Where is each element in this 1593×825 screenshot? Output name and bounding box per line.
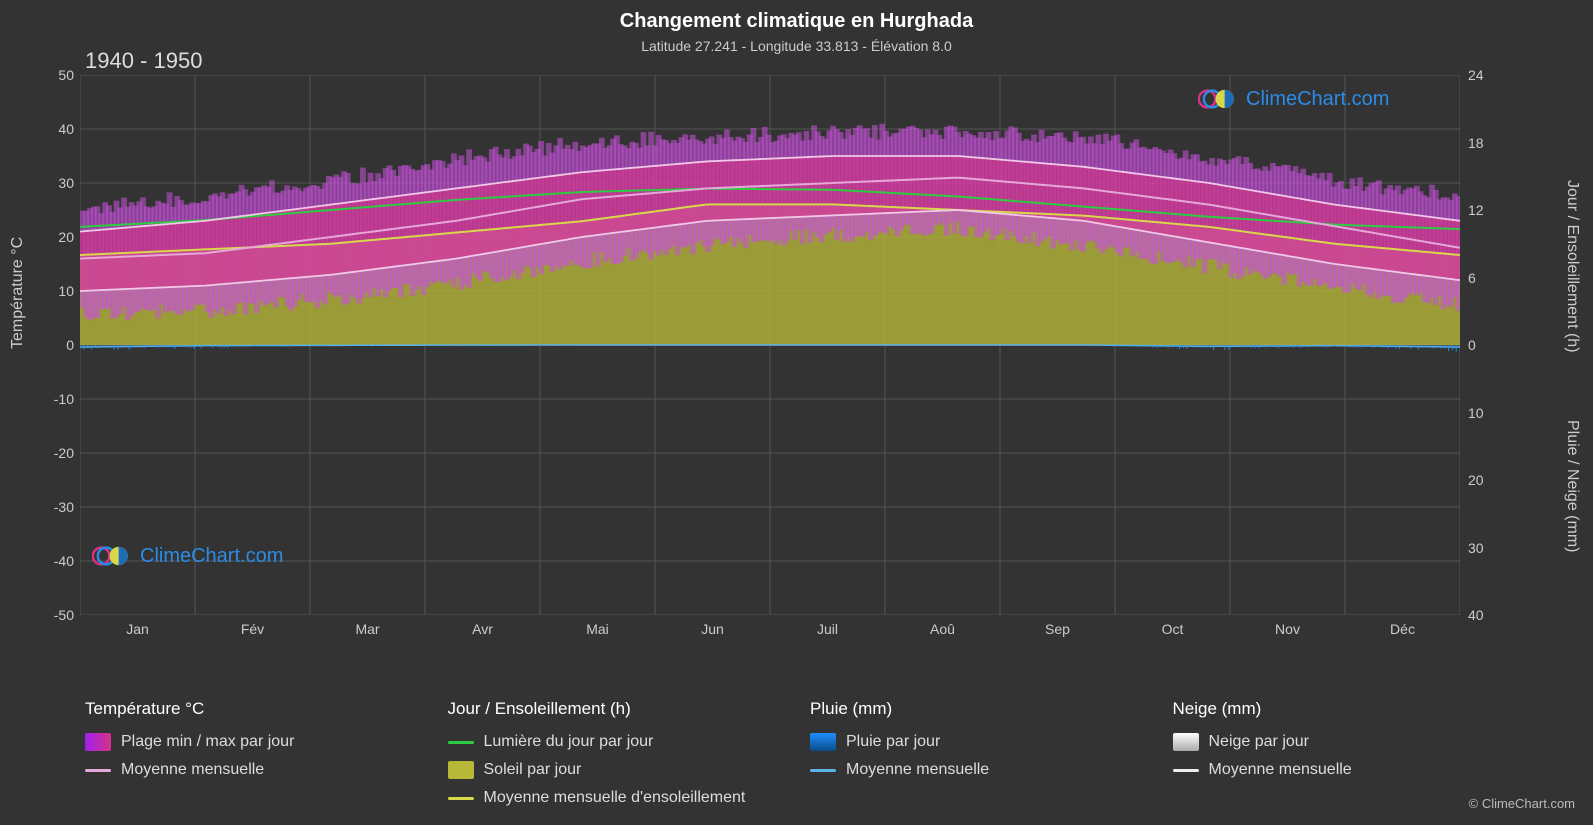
legend-label: Pluie par jour	[846, 733, 940, 751]
climechart-logo: ClimeChart.com	[1198, 85, 1389, 113]
ytick-right-bottom: 30	[1468, 540, 1484, 556]
legend-label: Soleil par jour	[484, 761, 582, 779]
chart-subtitle: Latitude 27.241 - Longitude 33.813 - Élé…	[0, 38, 1593, 54]
month-label: Mai	[586, 621, 609, 637]
y-axis-left-title: Température °C	[9, 237, 27, 349]
legend-label: Moyenne mensuelle	[846, 761, 989, 779]
chart-title: Changement climatique en Hurghada	[0, 10, 1593, 33]
ytick-left: -40	[54, 553, 74, 569]
legend-col-snow: Neige (mm) Neige par jour Moyenne mensue…	[1173, 699, 1526, 807]
swatch-rain-daily	[810, 733, 836, 751]
ytick-right-top: 18	[1468, 135, 1484, 151]
swatch-sunshine-mean	[448, 797, 474, 800]
month-label: Fév	[241, 621, 264, 637]
legend-row-temp-range: Plage min / max par jour	[85, 733, 438, 751]
ytick-left: -10	[54, 391, 74, 407]
swatch-snow-daily	[1173, 733, 1199, 751]
ytick-left: 20	[58, 229, 74, 245]
month-label: Sep	[1045, 621, 1070, 637]
legend: Température °C Plage min / max par jour …	[85, 699, 1525, 807]
ytick-left: 0	[66, 337, 74, 353]
legend-row-daylight: Lumière du jour par jour	[448, 733, 801, 751]
ytick-left: 50	[58, 67, 74, 83]
y-axis-right-top-title: Jour / Ensoleillement (h)	[1563, 180, 1581, 353]
month-label: Déc	[1390, 621, 1415, 637]
month-label: Nov	[1275, 621, 1300, 637]
legend-head-temperature: Température °C	[85, 699, 438, 719]
legend-row-rain-mean: Moyenne mensuelle	[810, 761, 1163, 779]
legend-label: Moyenne mensuelle d'ensoleillement	[484, 789, 746, 807]
legend-label: Moyenne mensuelle	[121, 761, 264, 779]
month-label: Oct	[1162, 621, 1184, 637]
legend-row-snow-daily: Neige par jour	[1173, 733, 1526, 751]
y-axis-right-bottom-title: Pluie / Neige (mm)	[1563, 420, 1581, 552]
legend-col-daylight: Jour / Ensoleillement (h) Lumière du jou…	[448, 699, 801, 807]
legend-row-sunshine-mean: Moyenne mensuelle d'ensoleillement	[448, 789, 801, 807]
legend-head-daylight: Jour / Ensoleillement (h)	[448, 699, 801, 719]
logo-text: ClimeChart.com	[140, 545, 283, 568]
ytick-left: 10	[58, 283, 74, 299]
legend-col-temperature: Température °C Plage min / max par jour …	[85, 699, 438, 807]
month-label: Avr	[472, 621, 493, 637]
swatch-rain-mean	[810, 769, 836, 772]
logo-text: ClimeChart.com	[1246, 88, 1389, 111]
swatch-temp-mean	[85, 769, 111, 772]
ytick-left: 40	[58, 121, 74, 137]
copyright: © ClimeChart.com	[1469, 796, 1575, 811]
legend-col-rain: Pluie (mm) Pluie par jour Moyenne mensue…	[810, 699, 1163, 807]
chart-container: Changement climatique en Hurghada Latitu…	[0, 0, 1593, 825]
ytick-left: -50	[54, 607, 74, 623]
ytick-right-bottom: 20	[1468, 472, 1484, 488]
ytick-right-bottom: 10	[1468, 405, 1484, 421]
swatch-daylight	[448, 741, 474, 744]
legend-row-rain-daily: Pluie par jour	[810, 733, 1163, 751]
swatch-temp-range	[85, 733, 111, 751]
ytick-right-top: 24	[1468, 67, 1484, 83]
swatch-sunshine-area	[448, 761, 474, 779]
legend-label: Lumière du jour par jour	[484, 733, 654, 751]
legend-head-snow: Neige (mm)	[1173, 699, 1526, 719]
legend-row-snow-mean: Moyenne mensuelle	[1173, 761, 1526, 779]
legend-label: Moyenne mensuelle	[1209, 761, 1352, 779]
month-label: Mar	[355, 621, 379, 637]
plot-area	[80, 75, 1460, 615]
month-label: Juil	[817, 621, 838, 637]
ytick-left: 30	[58, 175, 74, 191]
legend-row-temp-mean: Moyenne mensuelle	[85, 761, 438, 779]
decade-label: 1940 - 1950	[85, 48, 202, 74]
climechart-logo: ClimeChart.com	[92, 542, 283, 570]
month-label: Jan	[126, 621, 149, 637]
legend-label: Neige par jour	[1209, 733, 1310, 751]
ytick-right-top: 0	[1468, 337, 1476, 353]
legend-row-sunshine-area: Soleil par jour	[448, 761, 801, 779]
month-label: Jun	[701, 621, 724, 637]
legend-head-rain: Pluie (mm)	[810, 699, 1163, 719]
ytick-right-bottom: 40	[1468, 607, 1484, 623]
ytick-right-top: 12	[1468, 202, 1484, 218]
month-label: Aoû	[930, 621, 955, 637]
ytick-right-top: 6	[1468, 270, 1476, 286]
ytick-left: -20	[54, 445, 74, 461]
legend-label: Plage min / max par jour	[121, 733, 294, 751]
swatch-snow-mean	[1173, 769, 1199, 772]
ytick-left: -30	[54, 499, 74, 515]
